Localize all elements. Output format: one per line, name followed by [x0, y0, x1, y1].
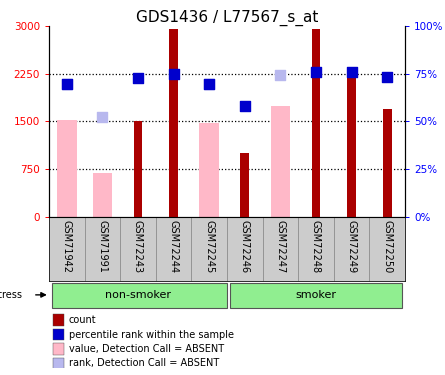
Bar — [57, 120, 77, 217]
Point — [206, 81, 213, 87]
Text: GSM72247: GSM72247 — [275, 220, 285, 273]
Text: GSM72246: GSM72246 — [240, 220, 250, 273]
Point — [384, 74, 391, 80]
Bar — [120, 217, 156, 281]
Point — [241, 102, 248, 108]
Text: GSM71942: GSM71942 — [62, 220, 72, 273]
Title: GDS1436 / L77567_s_at: GDS1436 / L77567_s_at — [136, 10, 318, 26]
Point — [63, 81, 70, 87]
Bar — [227, 217, 263, 281]
Bar — [52, 283, 227, 308]
Bar — [93, 174, 112, 217]
Bar — [271, 105, 290, 217]
Bar — [134, 122, 142, 217]
Text: GSM72249: GSM72249 — [347, 220, 356, 273]
Bar — [312, 29, 320, 217]
Text: GSM71991: GSM71991 — [97, 220, 107, 273]
Text: stress: stress — [0, 290, 22, 300]
Point — [312, 69, 320, 75]
Text: GSM72245: GSM72245 — [204, 220, 214, 273]
Bar — [334, 217, 369, 281]
Bar — [199, 123, 219, 217]
Bar — [53, 343, 64, 355]
Point — [99, 114, 106, 120]
Bar — [156, 217, 191, 281]
Point — [348, 69, 355, 75]
Bar — [369, 217, 405, 281]
Bar — [383, 109, 392, 217]
Text: smoker: smoker — [295, 290, 336, 300]
Bar — [49, 217, 85, 281]
Bar — [169, 29, 178, 217]
Text: GSM72244: GSM72244 — [169, 220, 178, 273]
Text: GSM72250: GSM72250 — [382, 220, 392, 273]
Text: GSM72248: GSM72248 — [311, 220, 321, 273]
Bar — [263, 217, 298, 281]
Text: percentile rank within the sample: percentile rank within the sample — [69, 330, 234, 340]
Text: non-smoker: non-smoker — [105, 290, 171, 300]
Text: count: count — [69, 315, 96, 325]
Bar — [347, 70, 356, 217]
Bar — [85, 217, 120, 281]
Bar — [53, 358, 64, 369]
Point — [134, 75, 142, 81]
Bar — [191, 217, 227, 281]
Point — [277, 72, 284, 78]
Point — [170, 71, 177, 77]
Text: value, Detection Call = ABSENT: value, Detection Call = ABSENT — [69, 344, 224, 354]
Bar — [230, 283, 402, 308]
Text: rank, Detection Call = ABSENT: rank, Detection Call = ABSENT — [69, 358, 219, 369]
Bar — [240, 153, 249, 217]
Bar — [53, 314, 64, 326]
Bar — [298, 217, 334, 281]
Text: GSM72243: GSM72243 — [133, 220, 143, 273]
Bar — [53, 329, 64, 340]
Point — [63, 81, 70, 87]
Point — [206, 81, 213, 87]
